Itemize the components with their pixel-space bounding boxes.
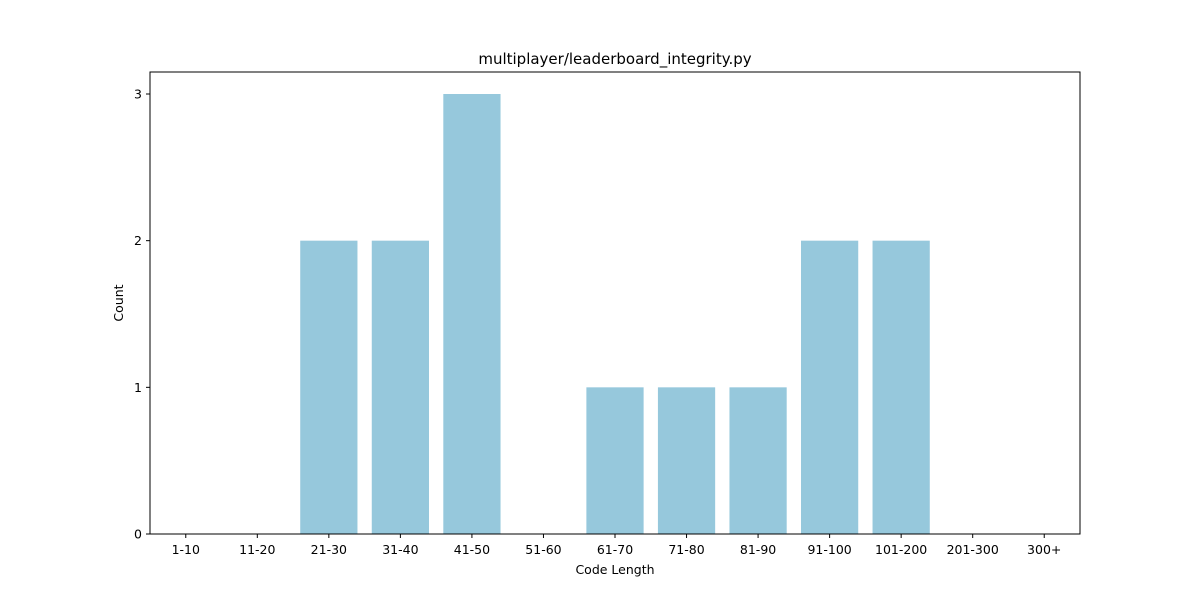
bar-41-50	[443, 94, 501, 534]
x-tick-label: 81-90	[740, 542, 776, 557]
bars-layer	[300, 94, 930, 534]
bar-71-80	[657, 387, 716, 534]
x-tick-label: 21-30	[311, 542, 347, 557]
bar-31-40	[371, 240, 429, 534]
x-axis-ticks: 1-10 11-20 21-30 31-40 41-50 51-60 61-70 71-80 8…	[172, 534, 1061, 557]
bar-21-30	[300, 240, 358, 534]
x-tick-label: 1-10	[172, 542, 200, 557]
x-tick-label: 41-50	[454, 542, 490, 557]
bar-81-90	[729, 387, 787, 534]
chart-title: multiplayer/leaderboard_integrity.py	[478, 50, 751, 69]
x-tick-label: 300+	[1027, 542, 1061, 557]
y-tick-label: 3	[134, 87, 142, 102]
x-tick-label: 11-20	[239, 542, 275, 557]
x-tick-label: 61-70	[597, 542, 633, 557]
x-tick-label: 71-80	[668, 542, 704, 557]
x-tick-label: 91-100	[807, 542, 851, 557]
x-tick-label: 201-300	[947, 542, 999, 557]
bar-101-200	[872, 240, 930, 534]
y-axis-ticks: 0 1 2 3	[134, 87, 150, 542]
bar-61-70	[586, 387, 644, 534]
y-tick-label: 1	[134, 380, 142, 395]
y-axis-label: Count	[111, 284, 126, 321]
x-tick-label: 51-60	[525, 542, 561, 557]
y-tick-label: 0	[134, 527, 142, 542]
x-tick-label: 31-40	[382, 542, 418, 557]
y-tick-label: 2	[134, 233, 142, 248]
x-tick-label: 101-200	[875, 542, 927, 557]
bar-91-100	[801, 240, 859, 534]
x-axis-label: Code Length	[575, 562, 654, 577]
